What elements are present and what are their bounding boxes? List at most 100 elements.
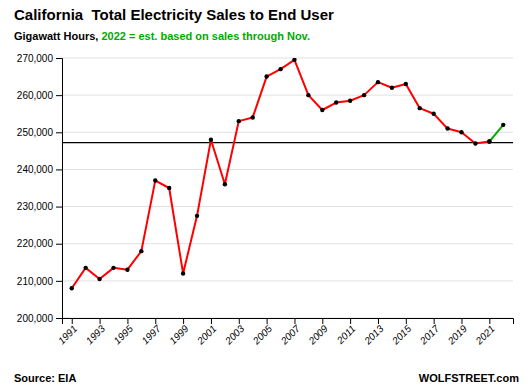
marker: [237, 119, 241, 123]
marker: [125, 268, 129, 272]
y-tick-label: 200,000: [17, 313, 54, 324]
marker: [501, 123, 505, 127]
y-tick: 210,000: [17, 276, 62, 287]
x-tick-mark: [378, 318, 379, 324]
marker: [264, 74, 268, 78]
x-tick-label: 1999: [167, 323, 191, 347]
x-tick-mark: [434, 318, 435, 324]
x-tick: 1993: [84, 318, 108, 346]
x-axis: 1991199319951997199920012003200520072009…: [56, 318, 514, 347]
y-tick-label: 260,000: [17, 90, 54, 101]
x-tick-label: 2011: [334, 323, 358, 347]
x-tick-label: 1993: [84, 323, 108, 347]
x-tick: 2017: [417, 318, 442, 347]
subtitle-part: Gigawatt Hours,: [14, 30, 101, 42]
x-tick: 2007: [278, 318, 303, 347]
x-tick: 1999: [167, 318, 191, 346]
marker: [278, 67, 282, 71]
x-tick-mark: [489, 318, 490, 324]
y-tick-mark: [56, 95, 62, 96]
marker: [83, 266, 87, 270]
x-tick: 2005: [250, 318, 275, 347]
x-tick-mark: [322, 318, 323, 324]
y-tick-label: 220,000: [17, 238, 54, 249]
y-tick: 220,000: [17, 238, 62, 249]
y-tick-mark: [56, 207, 62, 208]
marks: [62, 58, 513, 290]
x-tick: 2011: [334, 318, 358, 347]
y-tick: 260,000: [17, 90, 62, 101]
x-tick-label: 2003: [222, 323, 247, 348]
reference-line: [62, 142, 513, 143]
y-tick: 230,000: [17, 201, 62, 212]
y-tick: 200,000: [17, 313, 62, 324]
y-tick-label: 270,000: [17, 53, 54, 64]
marker: [376, 80, 380, 84]
marker: [139, 249, 143, 253]
x-tick-mark: [239, 318, 240, 324]
x-tick-mark: [100, 318, 101, 324]
marker: [251, 115, 255, 119]
x-tick: 2003: [222, 318, 247, 347]
grid-line: [62, 95, 513, 96]
x-tick-mark: [155, 318, 156, 324]
marker: [431, 112, 435, 116]
y-tick: 270,000: [17, 53, 62, 64]
x-tick: 2015: [389, 318, 414, 347]
x-tick-label: 1997: [139, 323, 163, 347]
x-tick-label: 1991: [56, 323, 80, 347]
y-tick-label: 240,000: [17, 164, 54, 175]
subtitle: Gigawatt Hours, 2022 = est. based on sal…: [14, 30, 310, 42]
y-axis-line: [56, 59, 63, 319]
series-line: [489, 125, 503, 142]
marker: [97, 277, 101, 281]
marker: [418, 106, 422, 110]
marker: [195, 214, 199, 218]
grid: [62, 58, 513, 318]
y-tick-mark: [56, 318, 62, 319]
y-tick-mark: [56, 169, 62, 170]
title: California Total Electricity Sales to En…: [14, 6, 334, 23]
marker: [473, 141, 477, 145]
x-tick-label: 2019: [445, 323, 470, 348]
marker: [292, 58, 296, 62]
x-tick: 2001: [194, 318, 218, 347]
grid-line: [62, 206, 513, 207]
x-tick: 1997: [139, 318, 163, 346]
grid-line: [62, 280, 513, 281]
x-axis-line: [63, 319, 514, 325]
marker: [70, 286, 74, 290]
x-tick: 1991: [56, 318, 80, 346]
x-tick-mark: [294, 318, 295, 324]
marker: [209, 138, 213, 142]
x-tick-mark: [267, 318, 268, 324]
marker: [334, 100, 338, 104]
subtitle-part: 2022 = est. based on sales through Nov.: [101, 30, 310, 42]
x-tick-mark: [461, 318, 462, 324]
x-tick-label: 2015: [389, 323, 414, 348]
y-tick-mark: [56, 244, 62, 245]
credit: WOLFSTREET.com: [419, 372, 519, 384]
marker: [111, 266, 115, 270]
marker: [306, 93, 310, 97]
marker: [487, 139, 491, 143]
marker: [320, 108, 324, 112]
marker: [445, 126, 449, 130]
chart: California Total Electricity Sales to En…: [0, 0, 531, 390]
marker: [487, 139, 491, 143]
marker: [390, 86, 394, 90]
source: Source: EIA: [14, 372, 76, 384]
marker: [362, 93, 366, 97]
grid-line: [62, 132, 513, 133]
y-tick-mark: [56, 58, 62, 59]
x-tick: 2013: [361, 318, 386, 347]
y-tick-mark: [56, 132, 62, 133]
plot: 1991199319951997199920012003200520072009…: [17, 53, 514, 347]
x-tick-mark: [183, 318, 184, 324]
x-tick-mark: [211, 318, 212, 324]
grid-line: [62, 243, 513, 244]
y-tick-label: 250,000: [17, 127, 54, 138]
x-tick-label: 2009: [306, 323, 331, 348]
x-tick-mark: [350, 318, 351, 324]
y-tick: 240,000: [17, 164, 62, 175]
